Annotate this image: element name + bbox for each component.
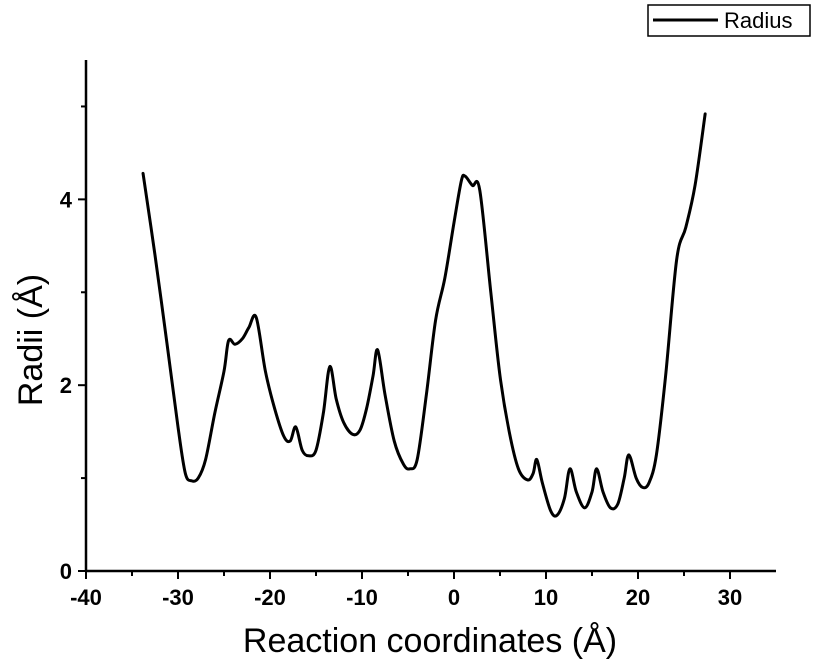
legend: Radius <box>647 4 811 37</box>
x-tick-label: -10 <box>346 585 378 610</box>
x-tick-label: 0 <box>448 585 460 610</box>
x-tick-label: -30 <box>162 585 194 610</box>
x-tick-label: 10 <box>534 585 558 610</box>
y-tick-label: 0 <box>60 559 72 584</box>
y-axis-title: Radii (Å) <box>12 274 50 406</box>
x-tick-label: -20 <box>254 585 286 610</box>
x-tick-label: 20 <box>626 585 650 610</box>
axes <box>84 60 776 573</box>
x-tick-label: -40 <box>70 585 102 610</box>
y-tick-label: 2 <box>60 373 72 398</box>
series-line-radius <box>141 112 707 518</box>
legend-label-radius: Radius <box>724 8 792 33</box>
x-axis-title: Reaction coordinates (Å) <box>243 622 617 660</box>
tick-marks: -40 -30 -20 -10 0 10 20 30 0 2 4 <box>60 105 742 610</box>
x-tick-label: 30 <box>718 585 742 610</box>
y-tick-label: 4 <box>60 187 73 212</box>
